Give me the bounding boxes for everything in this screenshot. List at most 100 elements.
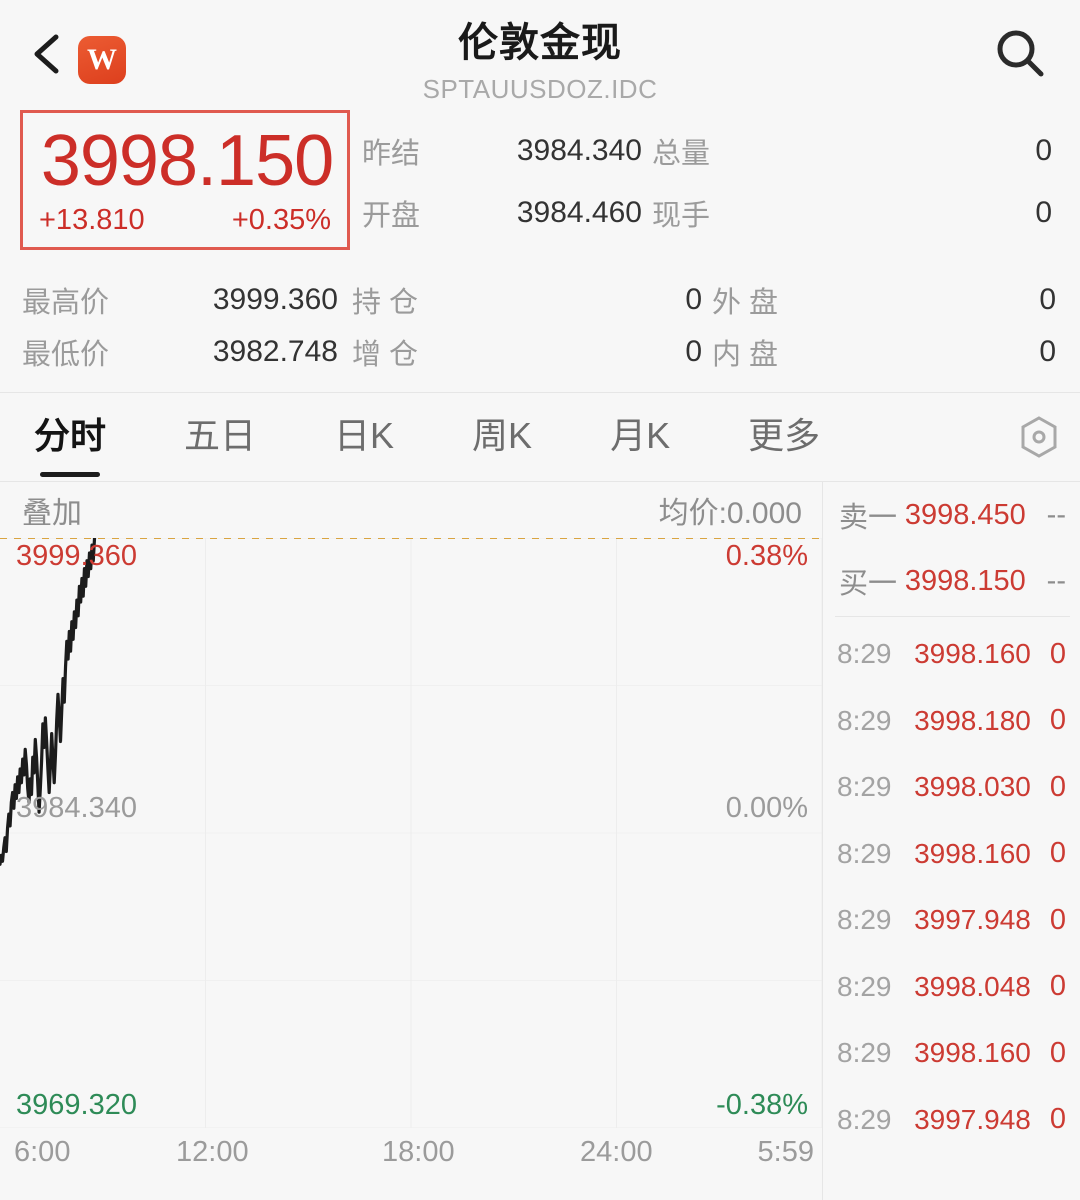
ob-volume: -- xyxy=(1046,564,1066,597)
tab-monthly-k[interactable]: 月K xyxy=(610,415,671,456)
field-total-volume: 总量 0 xyxy=(652,130,1062,172)
field-current-volume: 现手 0 xyxy=(652,192,1062,234)
x-tick: 18:00 xyxy=(382,1136,455,1168)
stat-low: 最低价 3982.748 xyxy=(22,331,352,373)
order-book-ask[interactable]: 卖一 3998.450 -- xyxy=(823,482,1080,548)
tick-price: 3998.160 xyxy=(914,638,1031,670)
chart-and-ticks: 叠加 均价:0.000 3999.360 0.38% 3984.340 0.00… xyxy=(0,482,1080,1200)
chart-toolbar: 叠加 均价:0.000 xyxy=(0,482,822,538)
axis-label-high-pct: 0.38% xyxy=(725,540,808,572)
ob-price: 3998.150 xyxy=(904,564,1026,597)
stat-open-interest: 持 仓 0 xyxy=(352,279,712,321)
tick-row[interactable]: 8:29 3998.048 0 xyxy=(823,954,1080,1021)
stat-label: 最低价 xyxy=(22,339,110,371)
ob-volume: -- xyxy=(1046,498,1066,531)
tick-price: 3998.160 xyxy=(914,1037,1031,1069)
divider xyxy=(835,616,1070,617)
back-chevron-icon[interactable] xyxy=(30,32,64,76)
tab-weekly-k[interactable]: 周K xyxy=(472,415,533,456)
tick-row[interactable]: 8:29 3998.160 0 xyxy=(823,1020,1080,1087)
quote-field-row: 昨结 3984.340 总量 0 xyxy=(362,120,1062,182)
tab-five-day[interactable]: 五日 xyxy=(184,415,257,456)
tick-time: 8:29 xyxy=(837,904,892,936)
stat-open-interest-change: 增 仓 0 xyxy=(352,331,712,373)
axis-label-high: 3999.360 xyxy=(16,540,137,572)
last-price-box[interactable]: 3998.150 +13.810 +0.35% xyxy=(20,110,350,250)
stat-value: 3982.748 xyxy=(212,335,338,368)
x-tick: 6:00 xyxy=(14,1136,71,1168)
title-block: 伦敦金现 SPTAUUSDOZ.IDC xyxy=(0,10,1080,105)
symbol-code: SPTAUUSDOZ.IDC xyxy=(422,74,658,104)
price-change: +13.810 xyxy=(39,203,145,236)
tick-row[interactable]: 8:29 3997.948 0 xyxy=(823,887,1080,954)
tab-more[interactable]: 更多 xyxy=(748,415,821,456)
page-title: 伦敦金现 xyxy=(458,21,622,65)
x-tick: 5:59 xyxy=(757,1136,814,1168)
tab-daily-k[interactable]: 日K xyxy=(334,415,395,456)
tick-volume: 0 xyxy=(1049,770,1066,803)
tick-row[interactable]: 8:29 3997.948 0 xyxy=(823,1087,1080,1154)
tick-row[interactable]: 8:29 3998.180 0 xyxy=(823,688,1080,755)
tick-price: 3997.948 xyxy=(914,904,1031,936)
ob-price: 3998.450 xyxy=(904,498,1026,531)
tick-volume: 0 xyxy=(1049,1103,1066,1136)
search-icon[interactable] xyxy=(992,26,1048,82)
axis-label-mid-pct: 0.00% xyxy=(725,792,808,824)
tick-volume: 0 xyxy=(1049,1036,1066,1069)
stat-high: 最高价 3999.360 xyxy=(22,279,352,321)
tick-price: 3998.030 xyxy=(914,771,1031,803)
chart-pane: 叠加 均价:0.000 3999.360 0.38% 3984.340 0.00… xyxy=(0,482,822,1200)
order-book-bid[interactable]: 买一 3998.150 -- xyxy=(823,548,1080,614)
tick-time: 8:29 xyxy=(837,970,892,1002)
quote-fields: 昨结 3984.340 总量 0 开盘 3984.460 现手 0 xyxy=(362,120,1062,244)
tick-price: 3998.160 xyxy=(914,837,1031,869)
stats-block: 最高价 3999.360 持 仓 0 外 盘 0 最低价 3982.748 增 … xyxy=(0,268,1080,378)
x-tick: 12:00 xyxy=(176,1136,249,1168)
x-axis-ticks: 6:00 12:00 18:00 24:00 5:59 xyxy=(0,1128,822,1198)
tick-time: 8:29 xyxy=(837,837,892,869)
ob-label: 买一 xyxy=(839,568,898,600)
field-value: 3984.460 xyxy=(516,196,642,229)
app-logo[interactable]: W xyxy=(78,36,126,84)
chart-tabs: 分时 五日 日K 周K 月K 更多 xyxy=(0,392,1080,482)
hexagon-settings-icon[interactable] xyxy=(1016,414,1062,460)
tick-volume: 0 xyxy=(1049,837,1066,870)
field-value: 0 xyxy=(1035,134,1052,167)
tick-volume: 0 xyxy=(1049,903,1066,936)
order-book-and-ticks: 卖一 3998.450 -- 买一 3998.150 -- 8:29 3998.… xyxy=(822,482,1080,1200)
field-value: 3984.340 xyxy=(516,134,642,167)
stat-value: 0 xyxy=(685,335,702,368)
tab-intraday[interactable]: 分时 xyxy=(34,407,106,477)
axis-label-low: 3969.320 xyxy=(16,1089,137,1121)
price-change-row: +13.810 +0.35% xyxy=(23,198,347,237)
stat-value: 3999.360 xyxy=(212,283,338,316)
app-header: W 伦敦金现 SPTAUUSDOZ.IDC xyxy=(0,0,1080,108)
stat-label: 持 仓 xyxy=(352,287,419,319)
average-price-label: 均价:0.000 xyxy=(658,497,802,530)
overlay-button[interactable]: 叠加 xyxy=(22,497,82,530)
stat-value: 0 xyxy=(1039,283,1056,316)
axis-label-low-pct: -0.38% xyxy=(716,1089,808,1121)
field-value: 0 xyxy=(1035,196,1052,229)
tick-row[interactable]: 8:29 3998.160 0 xyxy=(823,821,1080,888)
quote-field-row: 开盘 3984.460 现手 0 xyxy=(362,182,1062,244)
price-line-chart xyxy=(0,538,822,1128)
tick-time: 8:29 xyxy=(837,771,892,803)
axis-label-mid: 3984.340 xyxy=(16,792,137,824)
stat-value: 0 xyxy=(685,283,702,316)
tick-price: 3998.180 xyxy=(914,704,1031,736)
stat-label: 最高价 xyxy=(22,287,110,319)
stats-row-high: 最高价 3999.360 持 仓 0 外 盘 0 xyxy=(22,274,1062,326)
tick-price: 3997.948 xyxy=(914,1103,1031,1135)
price-change-pct: +0.35% xyxy=(231,203,331,236)
tick-time: 8:29 xyxy=(837,1037,892,1069)
tick-volume: 0 xyxy=(1049,704,1066,737)
intraday-plot[interactable]: 3999.360 0.38% 3984.340 0.00% 3969.320 -… xyxy=(0,538,822,1128)
tick-row[interactable]: 8:29 3998.160 0 xyxy=(823,621,1080,688)
stat-label: 外 盘 xyxy=(712,287,779,319)
tick-volume: 0 xyxy=(1049,637,1066,670)
tick-row[interactable]: 8:29 3998.030 0 xyxy=(823,754,1080,821)
last-price: 3998.150 xyxy=(40,120,334,201)
stat-label: 内 盘 xyxy=(712,339,779,371)
